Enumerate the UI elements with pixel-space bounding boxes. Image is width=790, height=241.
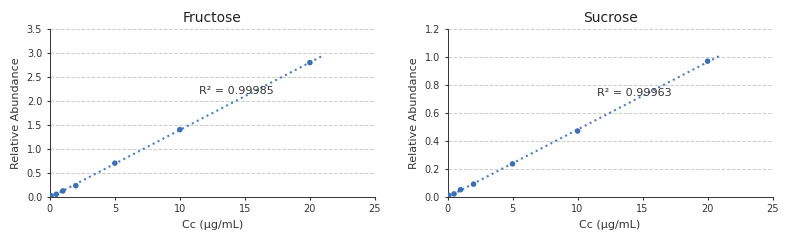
- Point: [45, 194, 58, 198]
- Point: [442, 193, 455, 197]
- Point: [303, 61, 316, 65]
- Y-axis label: Relative Abundance: Relative Abundance: [409, 57, 419, 169]
- Point: [174, 128, 186, 132]
- Point: [70, 184, 82, 187]
- Y-axis label: Relative Abundance: Relative Abundance: [11, 57, 21, 169]
- Text: R² = 0.99963: R² = 0.99963: [597, 88, 672, 98]
- Point: [702, 59, 714, 63]
- Text: R² = 0.99985: R² = 0.99985: [199, 86, 274, 96]
- Point: [571, 129, 584, 133]
- Point: [50, 192, 62, 196]
- Point: [454, 188, 467, 192]
- Title: Sucrose: Sucrose: [583, 11, 638, 25]
- Point: [57, 189, 70, 193]
- Point: [108, 161, 121, 165]
- Point: [506, 162, 519, 166]
- Point: [467, 182, 480, 186]
- X-axis label: Cc (μg/mL): Cc (μg/mL): [182, 220, 243, 230]
- Point: [448, 192, 461, 196]
- Title: Fructose: Fructose: [183, 11, 242, 25]
- X-axis label: Cc (μg/mL): Cc (μg/mL): [579, 220, 641, 230]
